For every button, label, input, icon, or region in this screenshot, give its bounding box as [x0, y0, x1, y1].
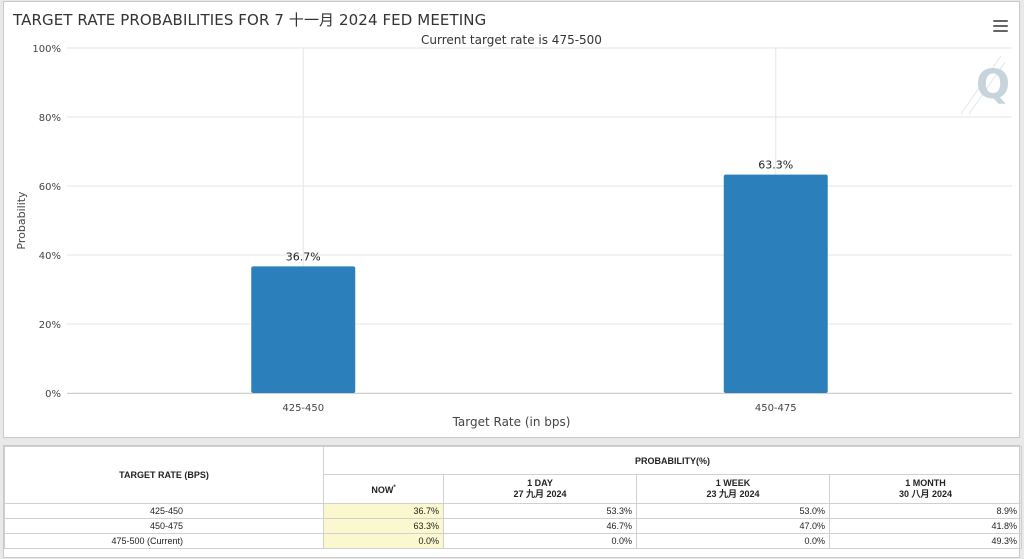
one-month-cell: 41.8%	[829, 518, 1022, 534]
now-column-header: NOW*	[323, 474, 444, 504]
data-label: 63.3%	[758, 159, 793, 172]
data-label: 36.7%	[286, 250, 321, 263]
hamburger-menu-icon[interactable]	[993, 20, 1008, 32]
rate-column-header: TARGET RATE (BPS)	[4, 446, 324, 504]
probability-table: TARGET RATE (BPS) PROBABILITY(%) NOW* 1 …	[4, 446, 1022, 549]
one-day-column-header: 1 DAY 27 九月 2024	[443, 474, 637, 504]
rate-cell: 475-500 (Current)	[4, 533, 324, 549]
table-row: 450-475 63.3% 46.7% 47.0% 41.8%	[4, 518, 1022, 534]
one-day-cell: 53.3%	[443, 503, 637, 519]
y-tick-label: 0%	[45, 389, 61, 400]
quikstrike-q-logo-icon: Q	[955, 54, 1010, 116]
probability-column-header: PROBABILITY(%)	[323, 446, 1022, 475]
one-month-cell: 8.9%	[829, 503, 1022, 519]
one-month-column-header: 1 MONTH 30 八月 2024	[829, 474, 1022, 504]
table-row: 475-500 (Current) 0.0% 0.0% 0.0% 49.3%	[4, 533, 1022, 549]
one-day-cell: 0.0%	[443, 533, 637, 549]
y-axis-title: Probability	[15, 191, 28, 250]
bar	[723, 174, 828, 393]
one-week-cell: 0.0%	[636, 533, 830, 549]
chart-title: TARGET RATE PROBABILITIES FOR 7 十一月 2024…	[13, 11, 487, 29]
chart-panel: TARGET RATE PROBABILITIES FOR 7 十一月 2024…	[3, 1, 1020, 438]
one-week-column-header: 1 WEEK 23 九月 2024	[636, 474, 830, 504]
one-day-cell: 46.7%	[443, 518, 637, 534]
one-month-cell: 49.3%	[829, 533, 1022, 549]
x-tick-label: 450-475	[755, 403, 797, 414]
bar-chart-plot: 0% 20% 40% 60% 80% 100% 36.7% 425-450 63.3% 450-4…	[15, 44, 1012, 429]
probability-table-panel: TARGET RATE (BPS) PROBABILITY(%) NOW* 1 …	[3, 445, 1022, 558]
rate-cell: 425-450	[4, 503, 324, 519]
one-week-cell: 53.0%	[636, 503, 830, 519]
y-tick-label: 100%	[32, 44, 61, 55]
x-tick-label: 425-450	[282, 403, 324, 414]
bar	[251, 266, 356, 393]
now-cell: 63.3%	[323, 518, 444, 534]
rate-cell: 450-475	[4, 518, 324, 534]
y-tick-label: 20%	[39, 320, 61, 331]
y-tick-label: 60%	[39, 182, 61, 193]
x-axis-title: Target Rate (in bps)	[452, 415, 571, 429]
one-week-cell: 47.0%	[636, 518, 830, 534]
table-row: 425-450 36.7% 53.3% 53.0% 8.9%	[4, 503, 1022, 519]
y-tick-label: 40%	[39, 251, 61, 262]
chart-subtitle: Current target rate is 475-500	[421, 33, 602, 47]
now-cell: 36.7%	[323, 503, 444, 519]
now-cell: 0.0%	[323, 533, 444, 549]
y-tick-label: 80%	[39, 113, 61, 124]
